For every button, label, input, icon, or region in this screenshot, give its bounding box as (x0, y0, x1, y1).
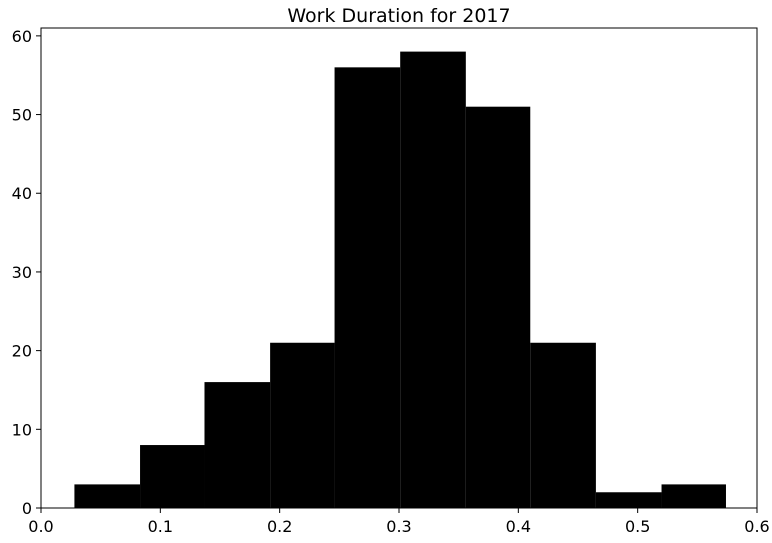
y-tick-label: 60 (12, 27, 32, 46)
y-tick-label: 40 (12, 184, 32, 203)
histogram-bar (530, 342, 596, 508)
x-tick-label: 0.0 (28, 517, 53, 536)
bars-group (74, 51, 726, 508)
histogram-bar (140, 445, 205, 508)
x-tick-label: 0.1 (148, 517, 173, 536)
histogram-bar (74, 484, 141, 508)
y-tick-label: 0 (22, 499, 32, 518)
histogram-bar (270, 342, 335, 508)
plot-frame (40, 27, 758, 509)
histogram-bar (334, 67, 401, 508)
y-tick-label: 10 (12, 420, 32, 439)
histogram-bar (400, 51, 466, 508)
chart-title: Work Duration for 2017 (287, 5, 510, 27)
histogram-bar (595, 492, 662, 508)
histogram-bar (204, 382, 271, 508)
y-tick-label: 30 (12, 263, 32, 282)
x-tick-label: 0.6 (744, 517, 769, 536)
y-axis: 0 10 20 30 40 50 60 (12, 27, 41, 518)
y-tick-label: 20 (12, 342, 32, 361)
x-tick-label: 0.5 (625, 517, 650, 536)
x-tick-label: 0.2 (267, 517, 292, 536)
y-tick-label: 50 (12, 106, 32, 125)
x-tick-label: 0.3 (386, 517, 411, 536)
x-axis: 0.0 0.1 0.2 0.3 0.4 0.5 0.6 (28, 508, 770, 536)
histogram-bar (465, 106, 531, 508)
histogram-bar (661, 484, 726, 508)
x-tick-label: 0.4 (506, 517, 531, 536)
